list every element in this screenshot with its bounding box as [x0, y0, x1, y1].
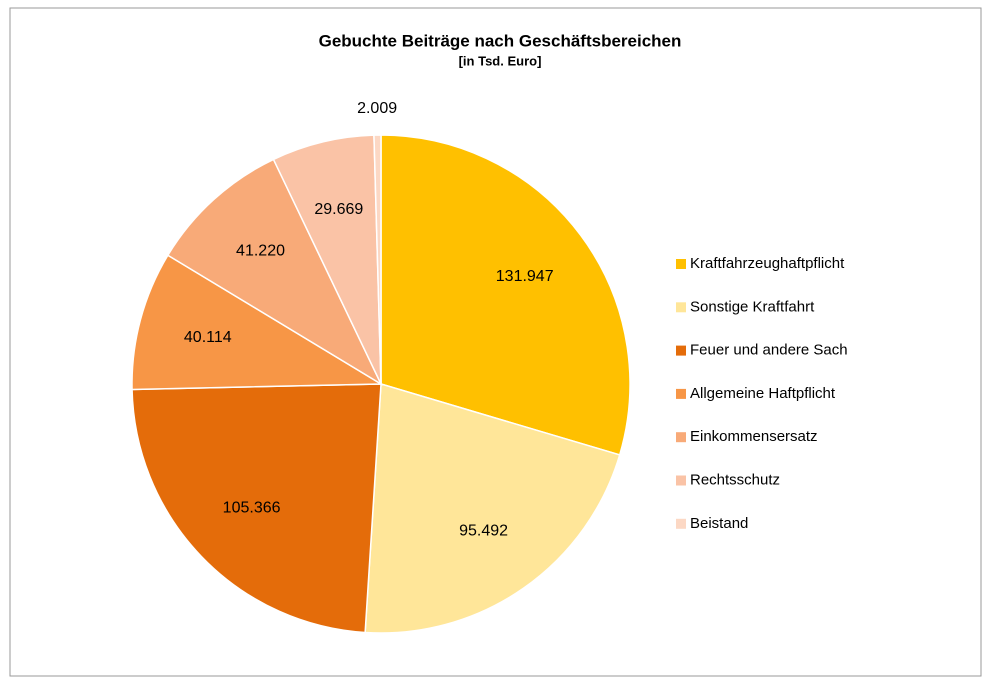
data-label: 40.114 — [184, 329, 232, 346]
pie-slice — [131, 254, 384, 391]
legend-swatch — [676, 432, 686, 443]
legend-label: Einkommensersatz — [690, 428, 818, 445]
pie-slice — [166, 158, 383, 386]
data-label: 2.009 — [357, 100, 397, 117]
legend-label: Kraftfahrzeughaftpflicht — [690, 255, 845, 272]
legend-swatch — [676, 259, 686, 269]
pie-slice — [380, 134, 631, 456]
legend-label: Rechtsschutz — [690, 471, 780, 488]
legend-swatch — [676, 388, 686, 399]
data-label: 29.669 — [314, 201, 363, 218]
legend-swatch — [676, 345, 686, 356]
pie-slice — [131, 383, 382, 634]
legend-swatch — [676, 518, 686, 529]
legend-label: Feuer und andere Sach — [690, 342, 848, 359]
data-label: 131.947 — [496, 268, 554, 285]
legend-label: Allgemeine Haftpflicht — [690, 385, 836, 402]
chart-subtitle: [in Tsd. Euro] — [459, 53, 542, 68]
pie-slice — [364, 383, 621, 634]
legend-label: Sonstige Kraftfahrt — [690, 298, 815, 315]
data-label: 105.366 — [223, 499, 281, 516]
data-label: 95.492 — [459, 522, 508, 539]
legend-swatch — [676, 302, 686, 313]
chart-title: Gebuchte Beiträge nach Geschäftsbereiche… — [319, 31, 682, 50]
pie-slice — [373, 134, 382, 385]
legend-label: Beistand — [690, 515, 748, 532]
data-label: 41.220 — [236, 242, 285, 259]
legend-swatch — [676, 475, 686, 486]
